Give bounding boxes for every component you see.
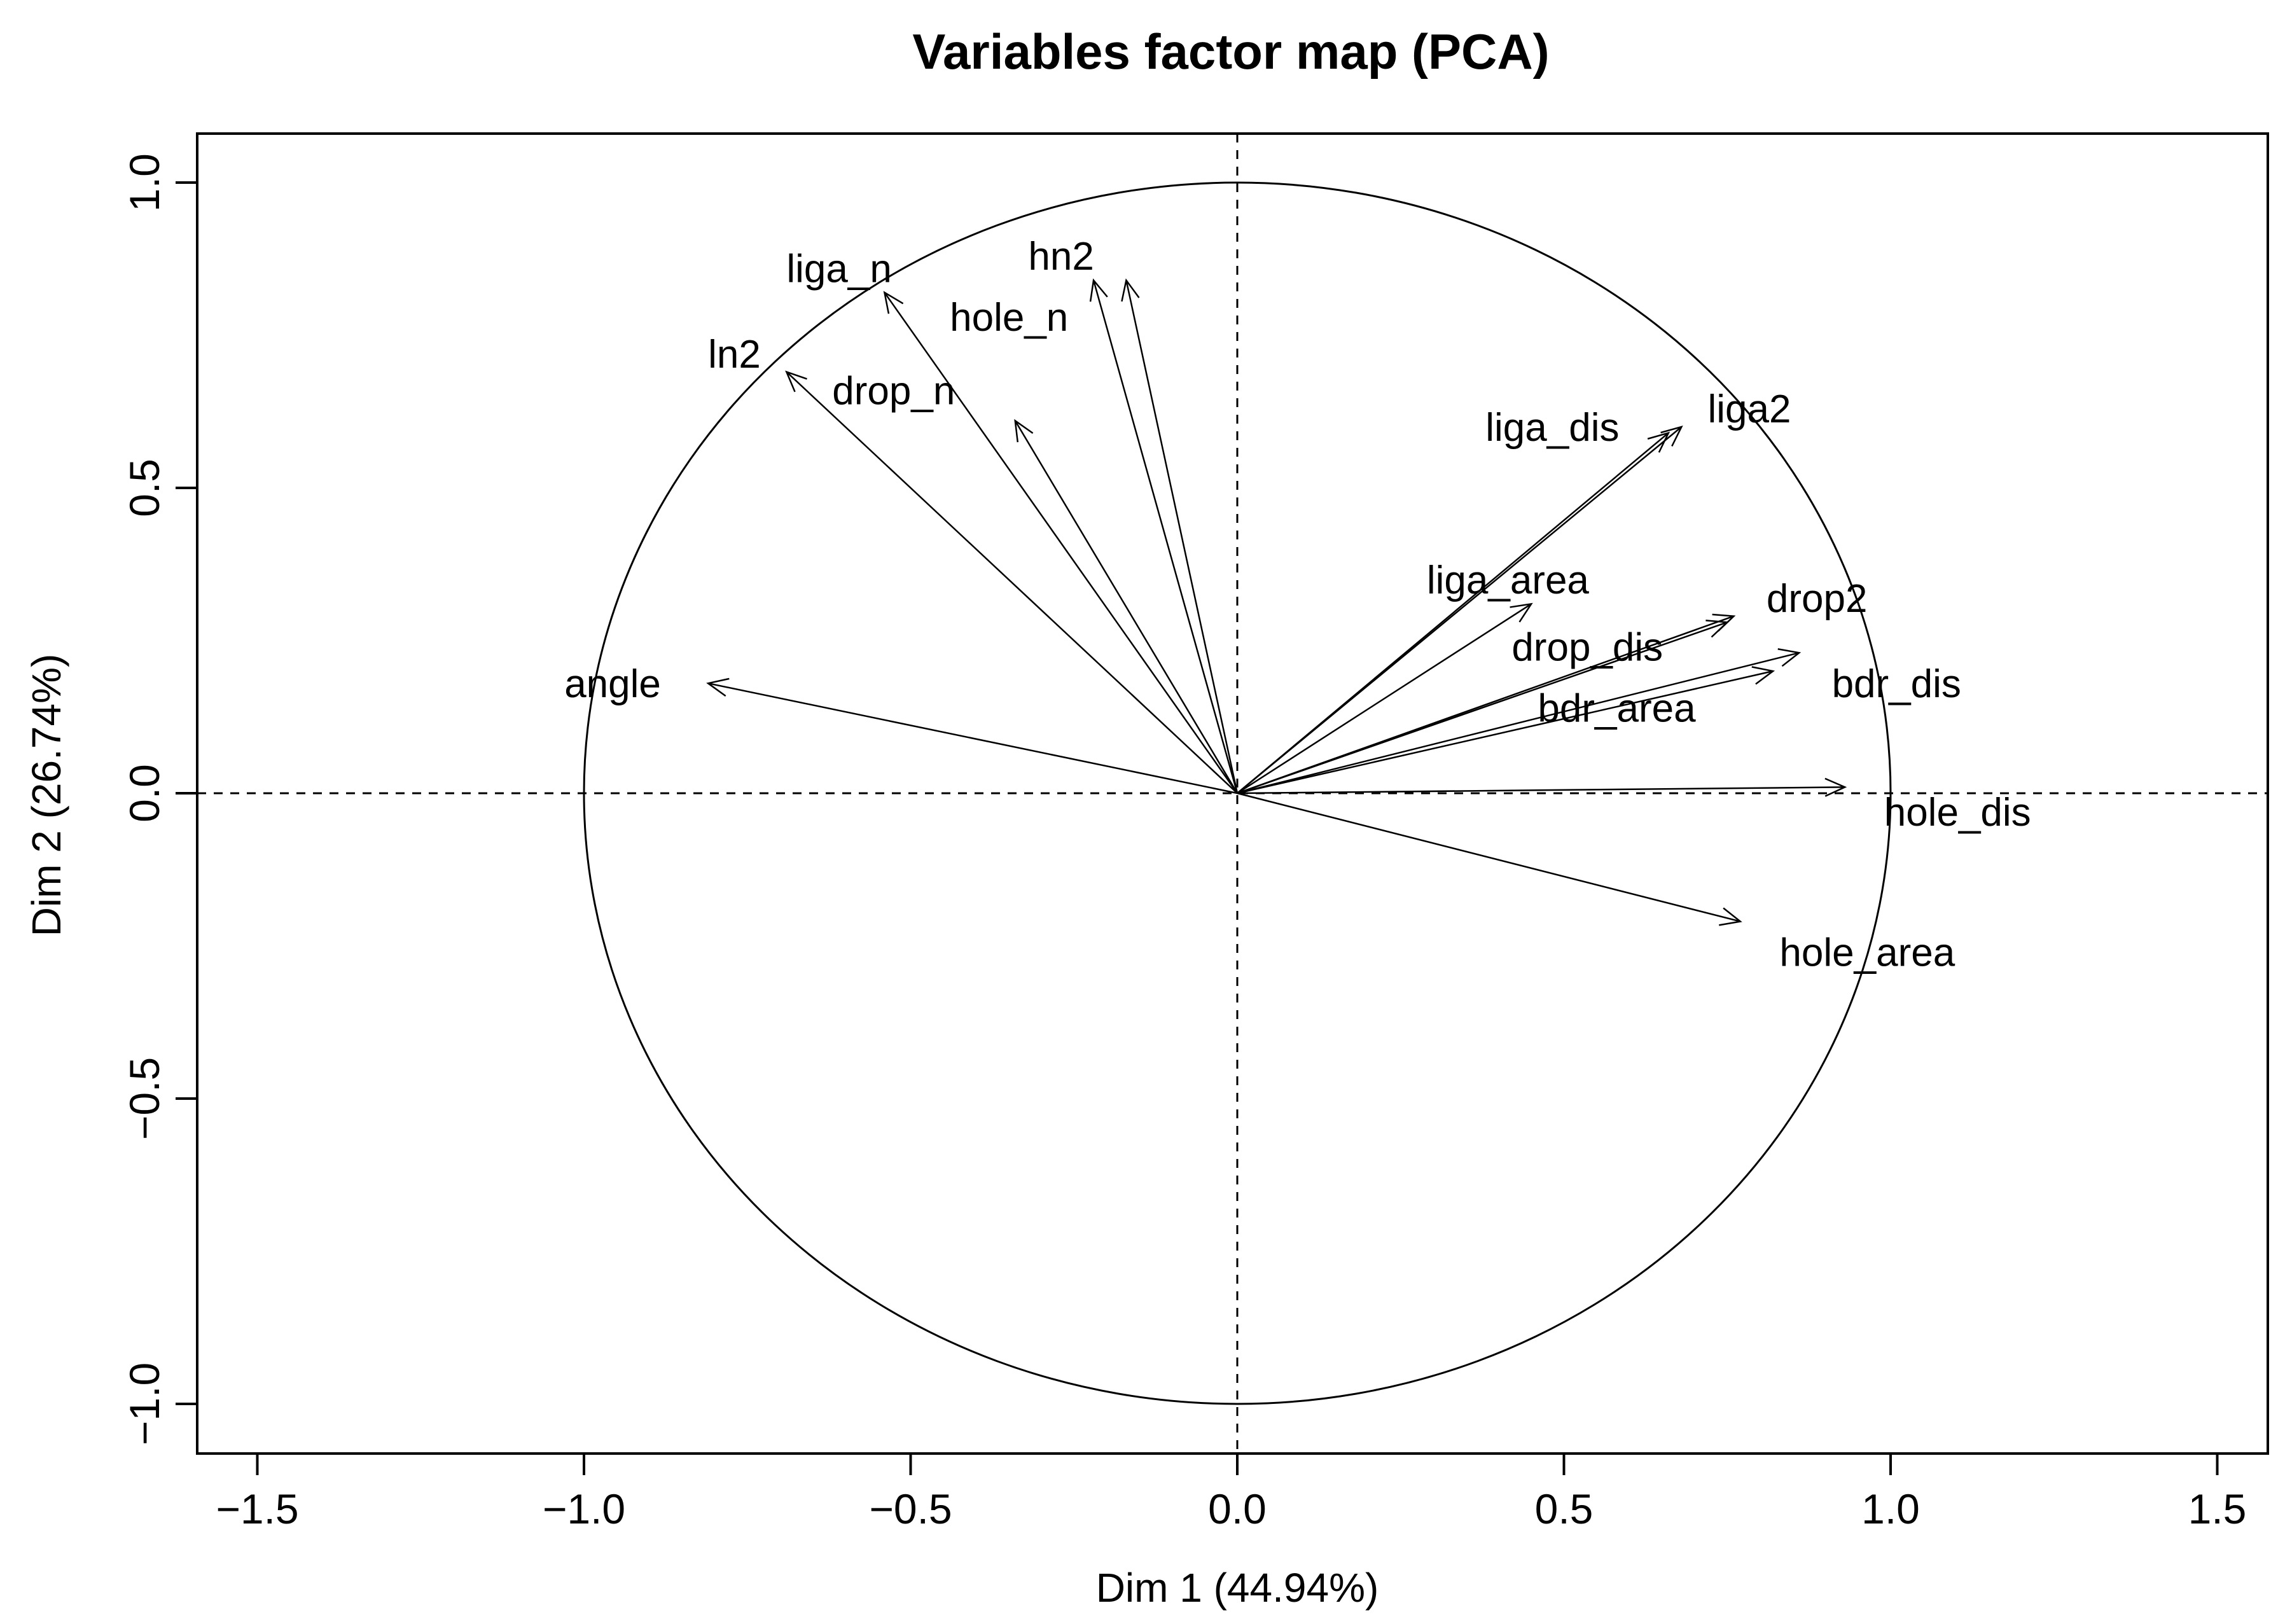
x-tick-label: −1.0 — [543, 1485, 625, 1532]
x-tick-label: 0.5 — [1535, 1485, 1594, 1532]
arrow-bdr-dis — [1237, 648, 1802, 795]
arrow-bdr-area — [1237, 666, 1775, 795]
label-liga-dis: liga_dis — [1485, 406, 1619, 450]
label-hole-dis: hole_dis — [1884, 791, 2031, 835]
arrow-drop-n — [1014, 419, 1239, 794]
arrow-angle — [706, 677, 1238, 795]
x-tick-label: −0.5 — [869, 1485, 952, 1532]
x-axis: −1.5 −1.0 −0.5 0.0 0.5 1.0 1.5 — [216, 1454, 2246, 1532]
y-tick-label: −0.5 — [121, 1057, 168, 1140]
label-hole-n: hole_n — [950, 296, 1068, 340]
arrow-liga-n — [883, 291, 1239, 794]
arrow-hole-n — [1121, 278, 1239, 794]
x-tick-label: 0.0 — [1208, 1485, 1267, 1532]
variable-labels: liga_n hn2 hole_n ln2 drop_n liga_dis liga2 lig… — [564, 235, 2031, 975]
variable-arrows — [706, 278, 1847, 926]
arrow-hole-area — [1237, 792, 1742, 926]
label-liga2: liga2 — [1707, 387, 1791, 431]
label-drop2: drop2 — [1767, 577, 1868, 621]
x-tick-label: −1.5 — [216, 1485, 298, 1532]
label-liga-area: liga_area — [1427, 559, 1590, 602]
y-tick-label: 0.0 — [121, 764, 168, 822]
y-tick-label: −1.0 — [121, 1363, 168, 1445]
arrow-liga2 — [1237, 426, 1683, 794]
label-drop-dis: drop_dis — [1511, 626, 1663, 670]
arrow-drop-dis — [1237, 620, 1730, 795]
arrow-hole-dis — [1237, 777, 1847, 797]
label-hole-area: hole_area — [1779, 931, 1955, 975]
arrow-ln2 — [785, 370, 1238, 794]
x-axis-title: Dim 1 (44.94%) — [1096, 1565, 1379, 1611]
x-tick-label: 1.5 — [2188, 1485, 2247, 1532]
y-axis-title: Dim 2 (26.74%) — [24, 654, 69, 937]
label-liga-n: liga_n — [786, 247, 891, 291]
label-bdr-area: bdr_area — [1538, 687, 1696, 731]
label-hn2: hn2 — [1028, 235, 1094, 279]
y-tick-label: 0.5 — [121, 459, 168, 517]
unit-circle — [583, 181, 1892, 1405]
arrow-liga-area — [1237, 602, 1533, 795]
x-tick-label: 1.0 — [1861, 1485, 1920, 1532]
arrow-hn2 — [1089, 278, 1239, 794]
chart-title: Variables factor map (PCA) — [912, 24, 1549, 80]
y-tick-label: 1.0 — [121, 153, 168, 212]
y-axis: −1.0 −0.5 0.0 0.5 1.0 — [121, 153, 197, 1445]
label-ln2: ln2 — [708, 333, 761, 377]
label-bdr-dis: bdr_dis — [1832, 662, 1961, 706]
label-drop-n: drop_n — [832, 369, 955, 413]
label-angle: angle — [564, 662, 661, 706]
